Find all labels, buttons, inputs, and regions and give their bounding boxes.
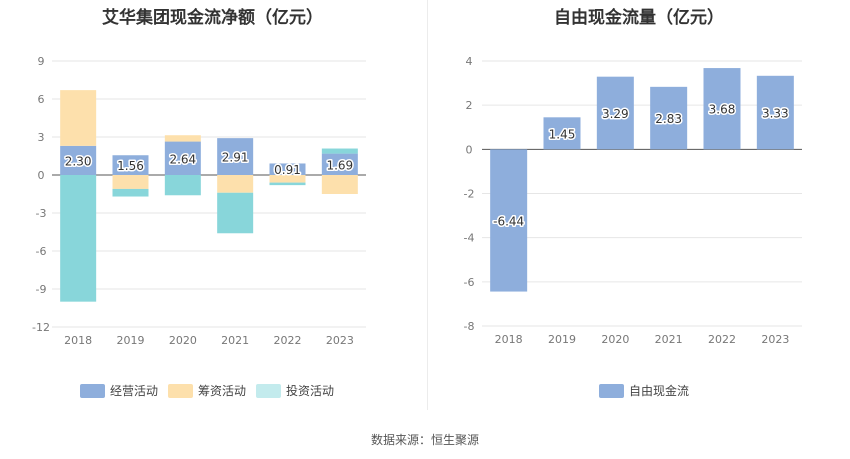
right-legend: 自由现金流 — [599, 382, 699, 399]
y-tick-label: -6 — [464, 276, 475, 289]
cash-flow-stacked-bar-chart: 9 6 3 0 -3 -6 -9 -12 2018 2019 2020 2021 2022 2023 2.3… — [32, 55, 366, 347]
left-chart-title: 艾华集团现金流净额（亿元） — [102, 8, 323, 28]
y-tick-label: -12 — [32, 321, 50, 334]
data-label: -6.44 — [493, 214, 524, 228]
bar-investing — [112, 188, 149, 197]
bar-investing — [321, 148, 358, 154]
data-label: 2.30 — [65, 154, 92, 168]
legend-swatch-operating — [80, 383, 105, 398]
legend-item-free-cash-flow[interactable]: 自由现金流 — [599, 382, 689, 399]
free-cash-flow-bar-chart: 4 2 0 -2 -4 -6 -8 2018 2019 2020 2021 2022 2023 -6.44… — [464, 55, 802, 346]
data-label: 3.29 — [602, 107, 629, 121]
bar-operating — [112, 155, 149, 175]
data-label: 1.56 — [117, 159, 144, 173]
y-tick-label: 3 — [38, 131, 45, 144]
bar-operating — [321, 153, 358, 175]
y-tick-label: 0 — [466, 143, 473, 156]
data-label: 3.33 — [762, 107, 789, 121]
x-tick-label: 2023 — [326, 334, 354, 347]
y-tick-label: 0 — [38, 169, 45, 182]
x-tick-label: 2021 — [655, 333, 683, 346]
bar-free-cash-flow — [490, 149, 528, 292]
y-tick-label: 2 — [466, 99, 473, 112]
data-label: 2.64 — [169, 152, 196, 166]
x-tick-label: 2020 — [601, 333, 629, 346]
bar-investing — [60, 175, 97, 302]
bar-investing — [217, 192, 254, 234]
y-tick-label: -3 — [36, 207, 47, 220]
x-tick-label: 2021 — [221, 334, 249, 347]
y-tick-label: -8 — [464, 320, 475, 333]
data-label: 1.69 — [326, 158, 353, 172]
bar-free-cash-flow — [650, 86, 688, 150]
legend-label-free-cash-flow: 自由现金流 — [629, 384, 690, 398]
x-tick-label: 2022 — [274, 334, 302, 347]
chart-divider — [427, 0, 428, 410]
legend-item-operating[interactable]: 经营活动 — [80, 382, 158, 399]
bar-financing — [112, 175, 149, 189]
bar-operating — [269, 163, 306, 175]
bar-operating — [60, 145, 97, 175]
y-tick-label: -6 — [36, 245, 47, 258]
legend-label-investing: 投资活动 — [286, 384, 335, 398]
y-tick-label: -2 — [464, 188, 475, 201]
y-tick-label: 9 — [38, 55, 45, 68]
left-legend: 经营活动 筹资活动 投资活动 — [80, 382, 344, 399]
x-tick-label: 2019 — [117, 334, 145, 347]
y-tick-label: -4 — [464, 232, 475, 245]
x-tick-label: 2020 — [169, 334, 197, 347]
legend-swatch-financing — [168, 383, 194, 398]
right-chart-title: 自由现金流量（亿元） — [554, 8, 724, 28]
x-tick-label: 2018 — [495, 333, 523, 346]
x-tick-label: 2022 — [708, 333, 736, 346]
x-tick-label: 2018 — [64, 334, 92, 347]
data-label: 0.91 — [274, 163, 301, 177]
bar-investing — [164, 175, 201, 196]
data-source-note: 数据来源：恒生聚源 — [370, 433, 479, 447]
bar-financing — [269, 175, 306, 183]
legend-swatch-free-cash-flow — [599, 383, 624, 398]
legend-label-financing: 筹资活动 — [198, 384, 247, 398]
y-tick-label: 6 — [38, 93, 45, 106]
x-tick-label: 2023 — [761, 333, 789, 346]
bar-financing — [321, 175, 358, 194]
bar-financing — [60, 90, 97, 146]
legend-label-operating: 经营活动 — [110, 384, 159, 398]
x-tick-label: 2019 — [548, 333, 576, 346]
legend-swatch-investing — [256, 383, 282, 398]
bar-free-cash-flow — [596, 76, 634, 150]
data-label: 3.68 — [709, 103, 736, 117]
bar-operating — [164, 141, 201, 175]
legend-item-financing[interactable]: 筹资活动 — [168, 382, 246, 399]
y-tick-label: 4 — [466, 55, 473, 68]
data-label: 1.45 — [549, 127, 576, 141]
data-label: 2.83 — [655, 112, 682, 126]
bar-free-cash-flow — [543, 117, 581, 150]
y-tick-label: -9 — [36, 283, 47, 296]
bar-investing — [269, 182, 306, 186]
bar-operating — [217, 138, 254, 175]
bar-free-cash-flow — [703, 68, 741, 150]
bar-free-cash-flow — [756, 75, 794, 150]
bar-financing — [164, 135, 201, 142]
bar-financing — [217, 175, 254, 193]
data-label: 2.91 — [222, 151, 249, 165]
legend-item-investing[interactable]: 投资活动 — [256, 382, 334, 399]
